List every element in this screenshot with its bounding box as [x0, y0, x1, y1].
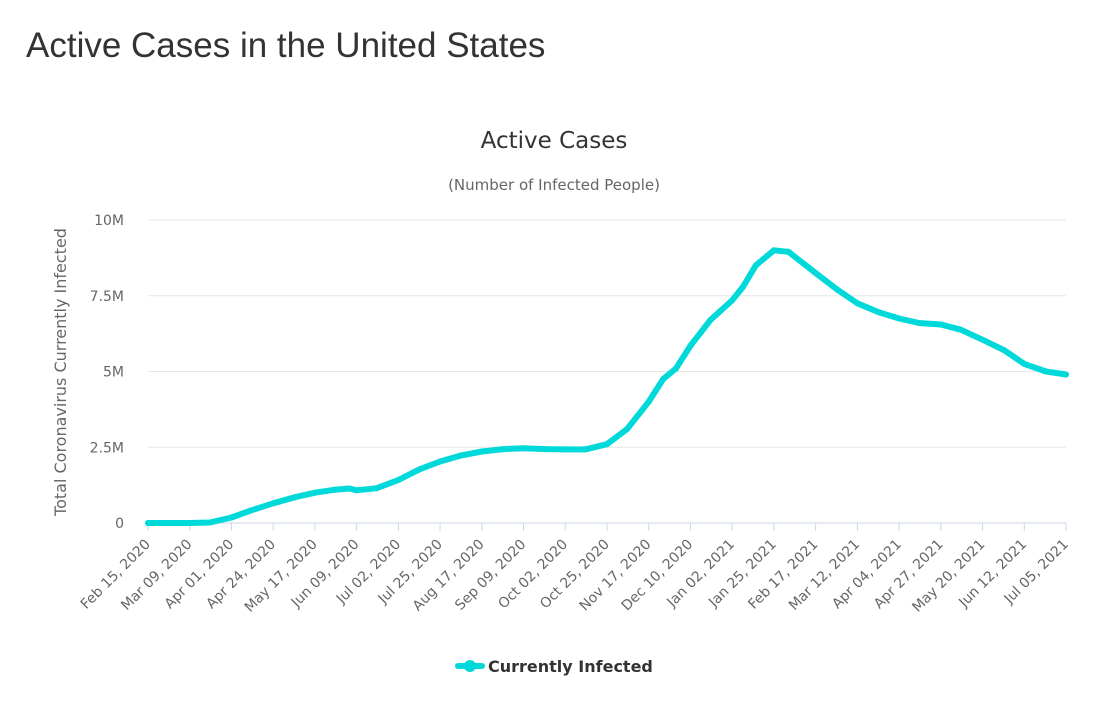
data-point[interactable]: [186, 520, 193, 526]
legend[interactable]: Currently Infected: [455, 657, 653, 676]
data-point[interactable]: [916, 320, 922, 326]
y-tick-label: 0: [115, 516, 124, 532]
data-point[interactable]: [248, 507, 255, 514]
grid-lines: [148, 219, 1066, 524]
data-point[interactable]: [979, 336, 986, 343]
data-point[interactable]: [417, 466, 424, 473]
data-point[interactable]: [896, 315, 903, 322]
data-point[interactable]: [876, 309, 883, 316]
y-tick-label: 10M: [94, 213, 124, 229]
data-point[interactable]: [672, 365, 679, 372]
data-point[interactable]: [604, 441, 610, 448]
chart-title: Active Cases: [481, 128, 628, 154]
data-point[interactable]: [1001, 347, 1008, 354]
data-point[interactable]: [937, 321, 944, 328]
data-point[interactable]: [624, 426, 630, 433]
data-point[interactable]: [228, 514, 235, 521]
data-point[interactable]: [542, 446, 549, 453]
data-point[interactable]: [770, 247, 777, 254]
legend-item-currently-infected[interactable]: Currently Infected: [488, 657, 653, 676]
data-point[interactable]: [457, 452, 463, 459]
data-point[interactable]: [707, 317, 714, 323]
data-point[interactable]: [1021, 360, 1028, 367]
chart-subtitle: (Number of Infected People): [448, 176, 660, 194]
x-tick-label: Aug 17, 2020: [410, 537, 488, 615]
data-point[interactable]: [854, 300, 861, 307]
y-axis: 0 2.5M 5M 7.5M 10M: [90, 213, 124, 532]
data-point[interactable]: [270, 500, 277, 507]
data-point[interactable]: [645, 398, 652, 405]
data-point[interactable]: [292, 494, 298, 501]
data-point[interactable]: [145, 520, 151, 526]
data-point[interactable]: [331, 486, 338, 493]
data-point[interactable]: [346, 485, 353, 492]
x-tick-label: May 20, 2021: [909, 537, 988, 616]
data-point[interactable]: [562, 446, 569, 453]
data-point[interactable]: [500, 446, 507, 453]
x-tick-label: Feb 15, 2020: [78, 537, 154, 613]
data-point[interactable]: [660, 376, 667, 383]
data-point[interactable]: [1043, 368, 1049, 375]
data-point[interactable]: [311, 489, 318, 496]
data-point[interactable]: [373, 485, 380, 492]
data-point[interactable]: [687, 342, 694, 349]
data-point[interactable]: [834, 286, 841, 293]
data-point[interactable]: [740, 283, 747, 290]
data-point[interactable]: [812, 270, 819, 276]
data-point[interactable]: [437, 458, 444, 465]
data-point[interactable]: [395, 477, 402, 483]
data-point[interactable]: [1063, 371, 1069, 378]
y-tick-label: 5M: [103, 365, 124, 381]
data-point[interactable]: [206, 519, 213, 526]
data-point[interactable]: [582, 446, 589, 453]
y-tick-label: 2.5M: [90, 440, 124, 456]
y-axis-title: Total Coronavirus Currently Infected: [51, 228, 70, 517]
legend-marker-icon: [464, 660, 476, 672]
page-heading: Active Cases in the United States: [26, 26, 546, 65]
data-point[interactable]: [729, 297, 736, 304]
data-point[interactable]: [957, 326, 964, 333]
x-tick-label: May 17, 2020: [242, 537, 321, 616]
data-point[interactable]: [353, 487, 360, 494]
x-tick-label: Nov 17, 2020: [577, 537, 655, 615]
data-point[interactable]: [785, 248, 792, 255]
data-point[interactable]: [478, 448, 485, 455]
y-tick-label: 7.5M: [90, 289, 124, 305]
data-point[interactable]: [752, 262, 759, 269]
series-line-currently-infected[interactable]: [145, 247, 1069, 526]
series-layer: [145, 247, 1069, 526]
data-point[interactable]: [520, 445, 527, 452]
